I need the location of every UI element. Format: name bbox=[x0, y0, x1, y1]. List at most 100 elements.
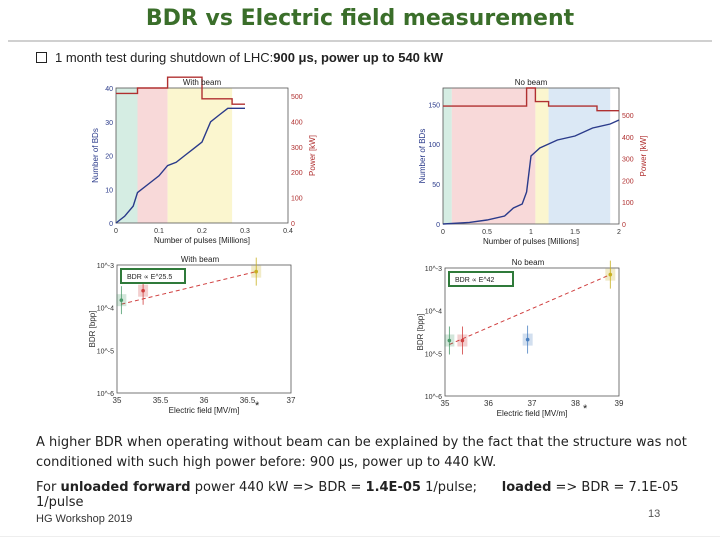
bullet-bold-text: 900 μs, power up to 540 kW bbox=[273, 50, 444, 65]
chart0-series-0 bbox=[116, 76, 245, 105]
chart1-series-0 bbox=[443, 87, 619, 112]
chart3-xtick-0: 35 bbox=[441, 399, 450, 408]
chart3-ylabel: BDR [bpp] bbox=[416, 314, 425, 351]
result-text-3: 1/pulse; bbox=[420, 480, 502, 495]
chart2-xtick-4: 37 bbox=[287, 396, 296, 405]
result-line: For unloaded forward power 440 kW => BDR… bbox=[36, 480, 720, 510]
chart3-legend-box bbox=[448, 271, 514, 287]
result-bold-1: unloaded forward bbox=[60, 480, 191, 495]
chart0-ytick-right-3: 300 bbox=[291, 145, 303, 152]
chart0-xtick-4: 0.4 bbox=[283, 228, 293, 235]
chart1-ytick-right-2: 200 bbox=[622, 178, 634, 185]
chart2-xlabel: Electric field [MV/m] bbox=[169, 406, 240, 415]
chart2-ytick-0: 10^-6 bbox=[97, 391, 114, 398]
chart0-ylabel-left: Number of BDs bbox=[91, 128, 100, 183]
chart1-xtick-1: 0.5 bbox=[482, 229, 492, 236]
chart3-xlabel: Electric field [MV/m] bbox=[497, 409, 568, 418]
chart1-ytick-right-5: 500 bbox=[622, 113, 634, 120]
footer-text: HG Workshop 2019 bbox=[36, 513, 133, 525]
chart2-ytick-3: 10^-3 bbox=[97, 263, 114, 270]
chart3-title: No beam bbox=[512, 258, 545, 267]
chart3-legend-text: BDR ∝ E^42 bbox=[455, 277, 495, 284]
chart1-title: No beam bbox=[515, 78, 548, 87]
chart1-ytick-right-1: 100 bbox=[622, 200, 634, 207]
chart3-ytick-2: 10^-4 bbox=[425, 309, 442, 316]
result-bold-3: loaded bbox=[501, 480, 552, 495]
chart1-band-3 bbox=[548, 88, 611, 224]
chart0-ytick-right-1: 100 bbox=[291, 196, 303, 203]
chart1-ylabel-left: Number of BDs bbox=[418, 129, 427, 184]
chart3-asterisk: * bbox=[583, 403, 588, 415]
chart0-title: With beam bbox=[183, 78, 222, 87]
chart0-ytick-right-0: 0 bbox=[291, 221, 295, 228]
chart2-point-2 bbox=[254, 269, 258, 274]
chart0-xlabel: Number of pulses [Millions] bbox=[154, 236, 250, 245]
chart2-frame bbox=[116, 264, 292, 394]
explanation-paragraph: A higher BDR when operating without beam… bbox=[36, 435, 687, 470]
chart0-ylabel-right: Power [kW] bbox=[308, 135, 317, 176]
chart1-ytick-left-2: 100 bbox=[428, 142, 440, 149]
bullet-line: 1 month test during shutdown of LHC: 900… bbox=[36, 50, 443, 65]
chart1-xtick-2: 1 bbox=[529, 229, 533, 236]
chart3-point-1 bbox=[460, 338, 465, 343]
chart3-ytick-1: 10^-5 bbox=[425, 351, 442, 358]
chart2-xtick-3: 36.5 bbox=[240, 396, 256, 405]
chart3-point-2 bbox=[525, 337, 530, 342]
chart0-band-1 bbox=[137, 88, 168, 223]
chart0-series-1 bbox=[115, 107, 245, 224]
chart2-legend-text: BDR ∝ E^25.5 bbox=[127, 274, 172, 281]
chart2-xtick-0: 35 bbox=[113, 396, 122, 405]
chart1-xtick-3: 1.5 bbox=[570, 229, 580, 236]
title-divider bbox=[8, 40, 712, 42]
chart0-ytick-left-0: 0 bbox=[109, 221, 113, 228]
chart3-point-0 bbox=[447, 338, 452, 343]
chart2-asterisk: * bbox=[255, 400, 260, 412]
chart0-band-0 bbox=[116, 88, 138, 223]
chart1-band-2 bbox=[535, 88, 549, 224]
checkbox-bullet-icon bbox=[36, 52, 47, 63]
chart1-ylabel-right: Power [kW] bbox=[639, 136, 648, 177]
chart0-ytick-left-1: 10 bbox=[105, 187, 113, 194]
chart2-legend-box bbox=[120, 268, 186, 284]
chart2-point-0 bbox=[119, 298, 124, 302]
chart0-band-2 bbox=[167, 88, 233, 223]
chart1-series-1 bbox=[442, 119, 620, 225]
chart2-ytick-2: 10^-4 bbox=[97, 306, 114, 313]
result-text-2: power 440 kW => BDR = bbox=[190, 480, 366, 495]
chart3-xtick-1: 36 bbox=[484, 399, 493, 408]
result-text-4: => BDR = 7.1E-05 1/pulse bbox=[36, 480, 679, 510]
page-number: 13 bbox=[648, 508, 661, 520]
chart2-ytick-1: 10^-5 bbox=[97, 348, 114, 355]
chart0-ytick-left-2: 20 bbox=[105, 154, 113, 161]
chart0-ytick-right-2: 200 bbox=[291, 170, 303, 177]
chart1-ytick-left-1: 50 bbox=[432, 182, 440, 189]
chart3-point-3 bbox=[608, 272, 613, 277]
slide-title: BDR vs Electric field measurement bbox=[145, 6, 575, 31]
chart2-ylabel: BDR [bpp] bbox=[88, 311, 97, 348]
chart1-ytick-right-3: 300 bbox=[622, 157, 634, 164]
chart3-frame bbox=[444, 267, 620, 397]
chart3-xtick-3: 38 bbox=[571, 399, 580, 408]
chart2-xtick-2: 36 bbox=[200, 396, 209, 405]
chart1-ytick-right-4: 400 bbox=[622, 135, 634, 142]
chart3-xtick-2: 37 bbox=[528, 399, 537, 408]
chart0-ytick-right-5: 500 bbox=[291, 94, 303, 101]
result-bold-2: 1.4E-05 bbox=[365, 480, 421, 495]
chart3-fit-line bbox=[449, 274, 611, 345]
chart2-point-1 bbox=[141, 288, 145, 293]
chart3-ytick-3: 10^-3 bbox=[425, 266, 442, 273]
chart0-ytick-left-3: 30 bbox=[105, 120, 113, 127]
chart0-xtick-2: 0.2 bbox=[197, 228, 207, 235]
chart0-xtick-3: 0.3 bbox=[240, 228, 250, 235]
chart1-ytick-left-0: 0 bbox=[436, 222, 440, 229]
chart1-xlabel: Number of pulses [Millions] bbox=[483, 237, 579, 246]
chart2-fit-line bbox=[121, 271, 257, 305]
chart1-band-1 bbox=[451, 88, 536, 224]
chart2-title: With beam bbox=[181, 255, 220, 264]
chart0-ytick-right-4: 400 bbox=[291, 119, 303, 126]
chart2-xtick-1: 35.5 bbox=[153, 396, 169, 405]
bullet-text: 1 month test during shutdown of LHC: bbox=[55, 50, 274, 65]
chart3-ytick-0: 10^-6 bbox=[425, 394, 442, 401]
chart1-xtick-0: 0 bbox=[441, 229, 445, 236]
chart3-xtick-4: 39 bbox=[615, 399, 624, 408]
